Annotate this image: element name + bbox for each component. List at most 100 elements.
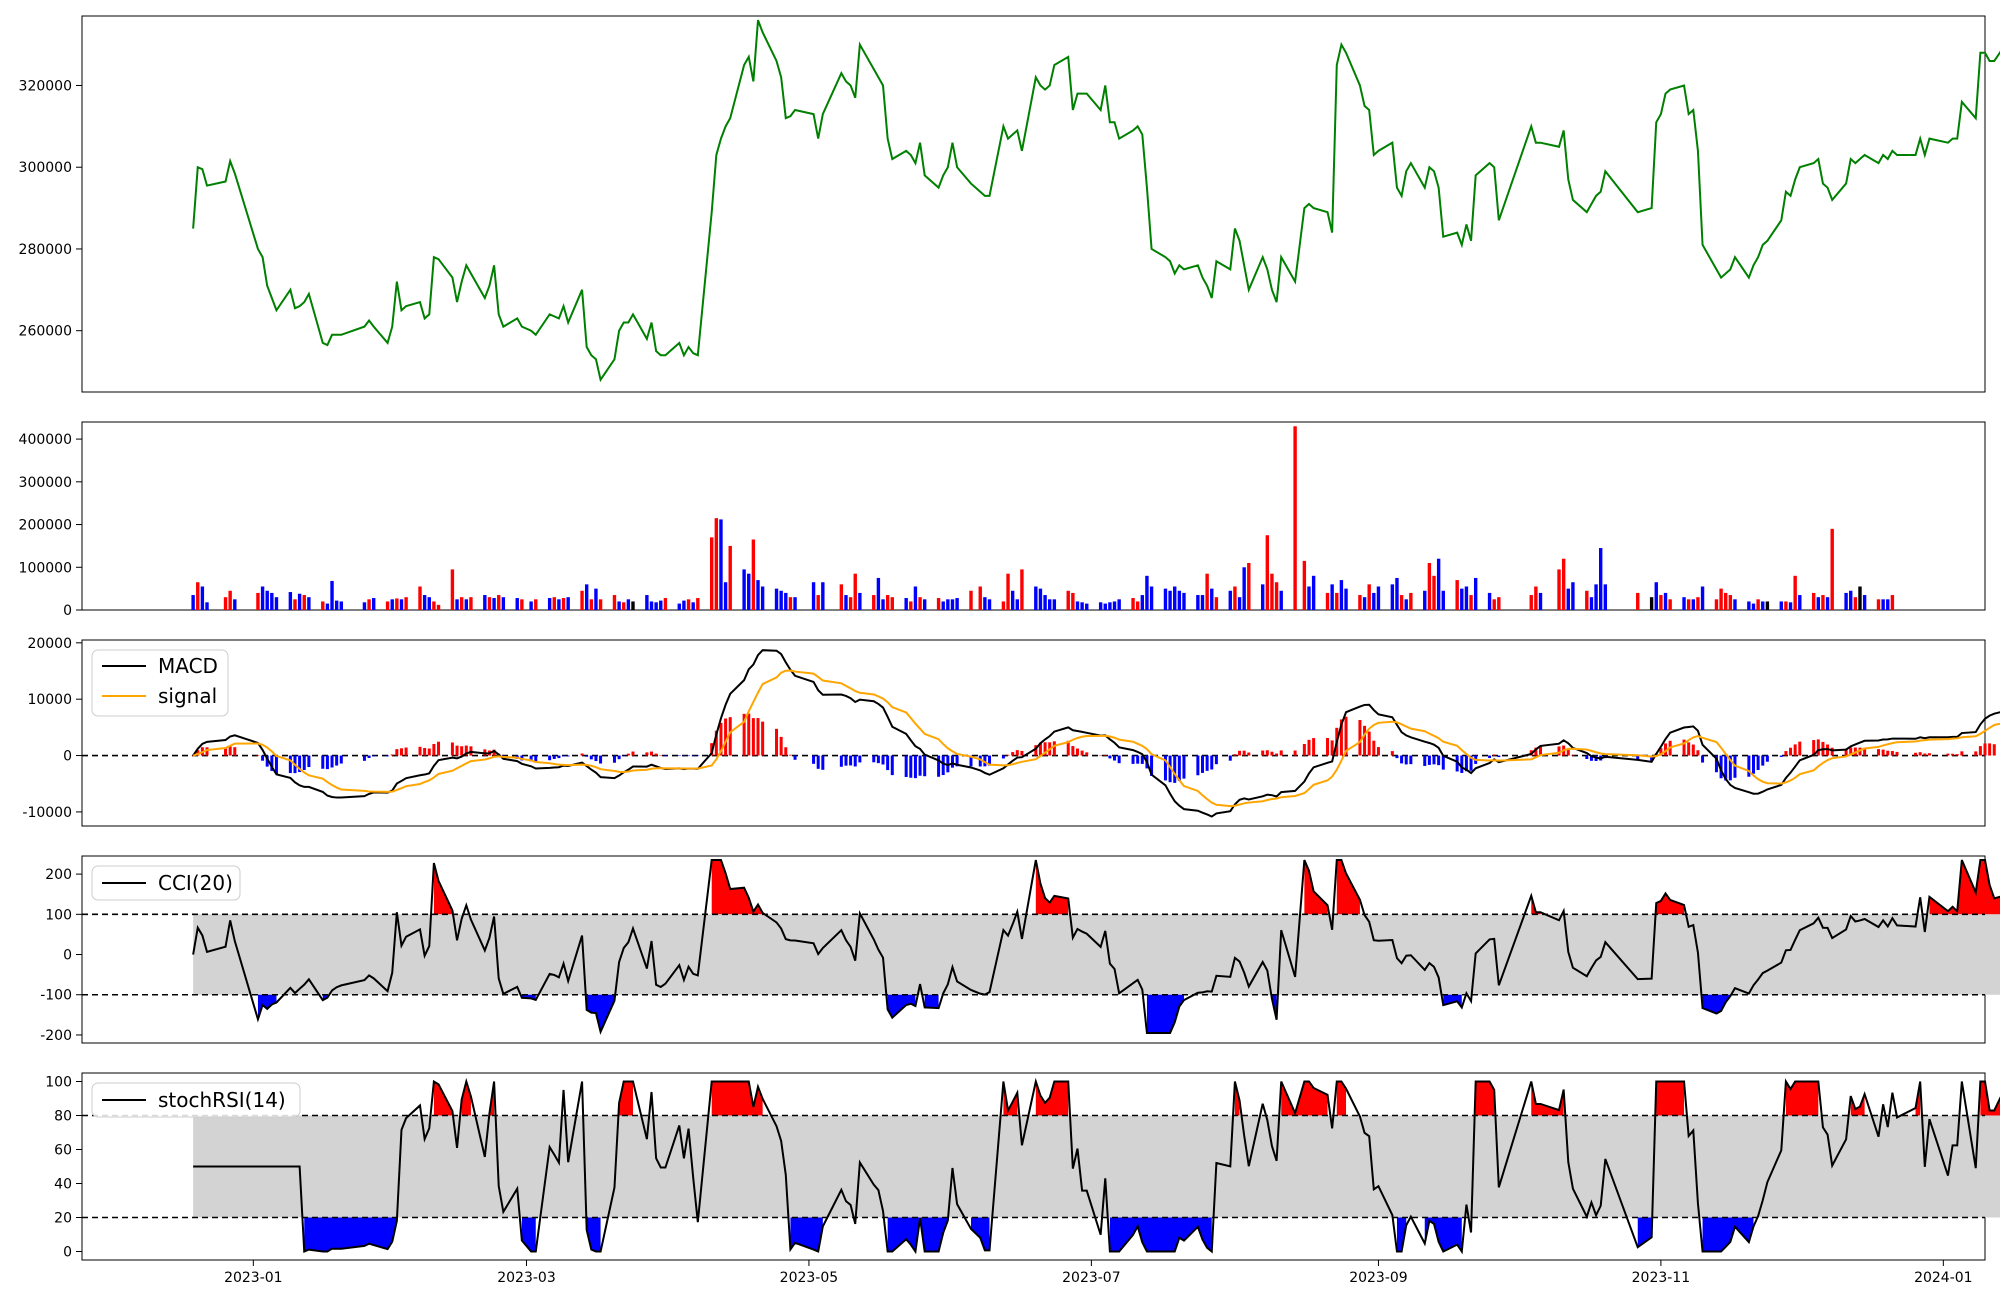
macd-hist-bar bbox=[1011, 752, 1015, 756]
volume-bar bbox=[395, 598, 399, 610]
macd-hist-bar bbox=[1344, 716, 1348, 756]
macd-hist-bar bbox=[1659, 748, 1663, 756]
cci-ytick-label: -200 bbox=[40, 1028, 72, 1044]
volume-bar bbox=[1700, 586, 1705, 610]
macd-hist-bar bbox=[1589, 755, 1593, 761]
volume-bar bbox=[1135, 601, 1140, 610]
x-tick-label: 2023-03 bbox=[497, 1270, 556, 1286]
volume-bar bbox=[1830, 528, 1834, 610]
macd-hist-bar bbox=[876, 755, 880, 764]
macd-hist-bar bbox=[1992, 744, 1996, 756]
volume-bar bbox=[913, 586, 918, 610]
macd-hist-bar bbox=[372, 755, 376, 757]
volume-bar bbox=[885, 595, 890, 610]
macd-hist-bar bbox=[1080, 750, 1084, 756]
volume-bar bbox=[288, 592, 293, 610]
volume-bar bbox=[839, 584, 844, 610]
volume-bar bbox=[1173, 586, 1177, 610]
stochrsi-below-fill bbox=[1702, 1217, 1754, 1252]
volume-bar bbox=[1724, 592, 1728, 610]
macd-hist-bar bbox=[1113, 755, 1117, 761]
macd-hist-bar bbox=[460, 746, 464, 756]
macd-hist-bar bbox=[1983, 743, 1987, 756]
signal-legend-label: signal bbox=[158, 684, 217, 708]
volume-bar bbox=[1335, 592, 1339, 610]
price-panel: 260000 280000 300000 320000 bbox=[19, 15, 2000, 393]
volume-bar bbox=[547, 598, 552, 610]
macd-hist-bar bbox=[557, 755, 561, 759]
volume-bar bbox=[1279, 590, 1283, 610]
macd-hist-bar bbox=[562, 755, 566, 757]
volume-bar bbox=[1075, 601, 1080, 610]
macd-hist-bar bbox=[1117, 755, 1121, 764]
volume-bar bbox=[233, 599, 237, 610]
stochrsi-above-fill bbox=[1336, 1081, 1347, 1116]
macd-hist-bar bbox=[747, 713, 751, 756]
volume-bar bbox=[1034, 586, 1038, 610]
volume-bar bbox=[1117, 599, 1121, 610]
volume-bar bbox=[1663, 592, 1668, 610]
volume-bar bbox=[436, 604, 441, 610]
macd-hist-bar bbox=[1108, 755, 1112, 759]
stochrsi-above-fill bbox=[1035, 1081, 1069, 1116]
volume-bar bbox=[950, 599, 955, 610]
volume-bar bbox=[649, 601, 654, 610]
volume-bar bbox=[1339, 580, 1344, 610]
volume-bar bbox=[1228, 590, 1232, 610]
macd-hist-bar bbox=[1830, 747, 1834, 756]
volume-bar bbox=[1668, 599, 1672, 610]
volume-bar bbox=[274, 597, 279, 610]
macd-hist-bar bbox=[1326, 737, 1330, 756]
volume-bar bbox=[1052, 599, 1057, 610]
volume-bar bbox=[1376, 586, 1381, 610]
volume-bar bbox=[1307, 586, 1311, 610]
volume-bar bbox=[1696, 597, 1700, 610]
macd-hist-bar bbox=[321, 755, 325, 769]
volume-bar bbox=[1751, 603, 1756, 610]
macd-hist-bar bbox=[812, 755, 816, 764]
volume-bar bbox=[228, 590, 232, 610]
volume-bar bbox=[1390, 584, 1395, 610]
macd-hist-bar bbox=[978, 755, 982, 767]
macd-hist-bar bbox=[265, 755, 269, 767]
stochrsi-below-fill bbox=[970, 1217, 990, 1251]
volume-bar bbox=[1200, 595, 1205, 610]
macd-hist-bar bbox=[1293, 750, 1297, 756]
volume-bar bbox=[659, 600, 663, 610]
stochrsi-above-fill bbox=[1475, 1081, 1495, 1116]
volume-bar bbox=[1020, 569, 1024, 610]
volume-bar bbox=[256, 592, 260, 610]
volume-bar bbox=[501, 597, 506, 610]
volume-bar bbox=[191, 595, 195, 610]
volume-bar bbox=[1844, 592, 1848, 610]
volume-bar bbox=[1274, 582, 1279, 610]
volume-bar bbox=[1686, 599, 1691, 610]
volume-bar bbox=[1372, 592, 1376, 610]
volume-bar bbox=[1473, 577, 1478, 610]
signal-line bbox=[192, 669, 2000, 808]
macd-hist-bar bbox=[1103, 755, 1107, 756]
macd-hist-bar bbox=[890, 755, 894, 776]
volume-bar bbox=[1404, 599, 1408, 610]
volume-bar bbox=[1571, 582, 1575, 610]
volume-bar bbox=[677, 603, 681, 610]
macd-hist-bar bbox=[1038, 742, 1042, 756]
volume-bar bbox=[321, 601, 325, 610]
macd-hist-bar bbox=[1043, 742, 1047, 756]
volume-bar bbox=[909, 601, 913, 610]
macd-hist-bar bbox=[1784, 751, 1788, 756]
volume-bar bbox=[858, 592, 862, 610]
macd-ytick-label: 0 bbox=[63, 749, 72, 765]
macd-hist-bar bbox=[728, 717, 732, 756]
macd-hist-bar bbox=[1363, 725, 1367, 756]
volume-bar bbox=[1358, 595, 1362, 610]
macd-hist-bar bbox=[756, 718, 760, 756]
volume-bar bbox=[1534, 586, 1538, 610]
volume-frame bbox=[81, 421, 1986, 611]
volume-bar bbox=[728, 545, 732, 610]
cci-ytick-label: 0 bbox=[63, 948, 72, 964]
macd-hist-bar bbox=[599, 755, 603, 764]
macd-hist-bar bbox=[1724, 755, 1728, 781]
macd-hist-bar bbox=[437, 741, 441, 756]
macd-hist-bar bbox=[529, 755, 533, 762]
